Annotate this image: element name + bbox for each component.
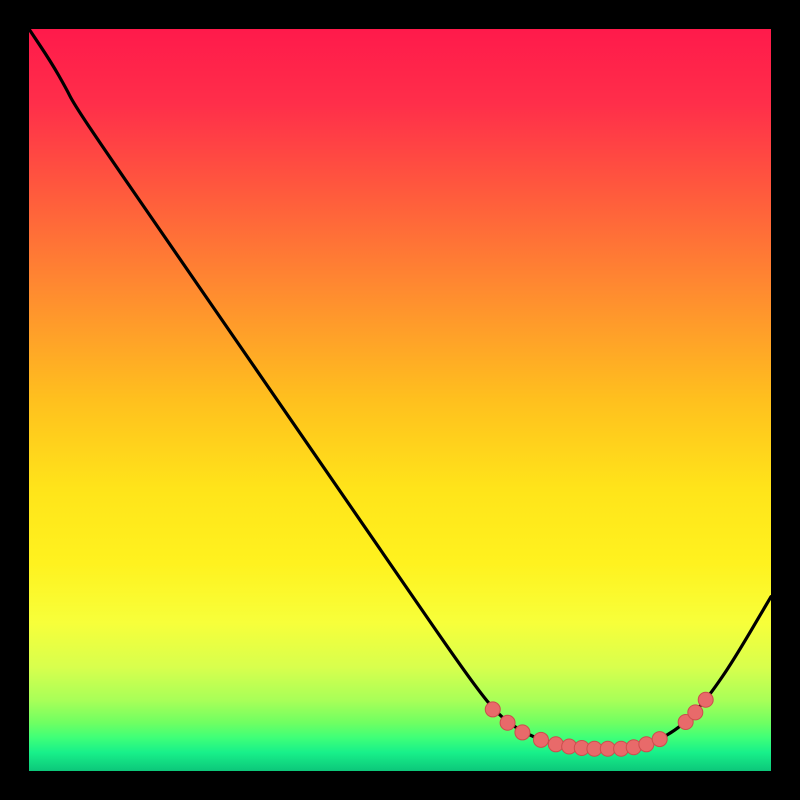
chart-stage: TheBottleNecker.com	[0, 0, 800, 800]
marker-point	[515, 725, 530, 740]
chart-gradient-panel	[29, 29, 771, 771]
marker-point	[639, 737, 654, 752]
marker-point	[587, 741, 602, 756]
marker-point	[485, 702, 500, 717]
marker-point	[688, 705, 703, 720]
marker-point	[698, 692, 713, 707]
marker-point	[548, 737, 563, 752]
marker-point	[533, 732, 548, 747]
marker-point	[500, 715, 515, 730]
marker-point	[600, 741, 615, 756]
marker-point	[652, 732, 667, 747]
bottleneck-chart	[0, 0, 800, 800]
